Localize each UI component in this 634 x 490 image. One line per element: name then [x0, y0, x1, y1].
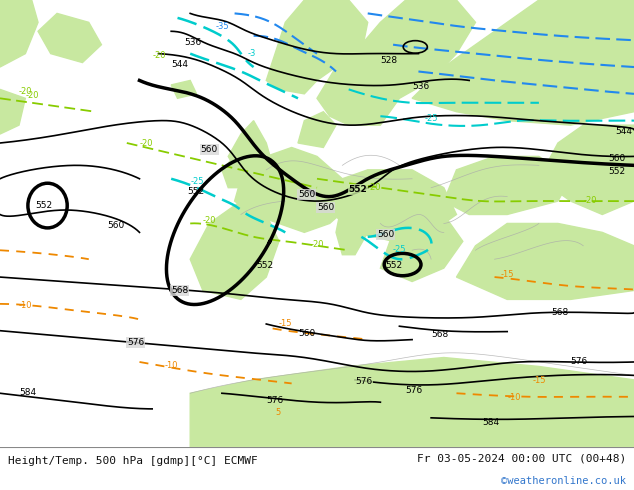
Text: -20: -20 [368, 183, 381, 192]
Text: 544: 544 [615, 127, 632, 136]
Text: -3: -3 [247, 49, 256, 58]
Polygon shape [38, 13, 101, 63]
Text: 576: 576 [127, 338, 144, 347]
Text: -25: -25 [190, 177, 204, 186]
Polygon shape [190, 358, 634, 447]
Text: 552: 552 [349, 185, 368, 194]
Text: 576: 576 [571, 357, 588, 366]
Text: 560: 560 [200, 145, 218, 154]
Text: 576: 576 [406, 386, 423, 395]
Polygon shape [0, 89, 25, 134]
Polygon shape [380, 215, 463, 282]
Text: 552: 552 [609, 167, 626, 176]
Text: 584: 584 [482, 417, 499, 426]
Text: 560: 560 [298, 329, 315, 338]
Text: -15: -15 [501, 270, 514, 279]
Text: -15: -15 [279, 319, 292, 328]
Polygon shape [228, 121, 273, 183]
Polygon shape [317, 0, 476, 125]
Polygon shape [235, 147, 355, 232]
Text: 528: 528 [380, 55, 398, 65]
Text: Height/Temp. 500 hPa [gdmp][°C] ECMWF: Height/Temp. 500 hPa [gdmp][°C] ECMWF [8, 456, 257, 466]
Polygon shape [317, 170, 456, 241]
Polygon shape [190, 201, 279, 299]
Text: 552: 552 [187, 187, 204, 196]
Text: 576: 576 [355, 377, 372, 386]
Text: -20: -20 [19, 87, 32, 96]
Text: 552: 552 [257, 261, 274, 270]
Text: 560: 560 [317, 203, 334, 212]
Text: -35: -35 [216, 22, 229, 31]
Text: 5: 5 [276, 408, 281, 416]
Polygon shape [444, 156, 571, 215]
Polygon shape [539, 125, 634, 215]
Text: -20: -20 [203, 217, 216, 225]
Text: 568: 568 [431, 329, 448, 339]
Polygon shape [171, 80, 197, 98]
Text: -25: -25 [393, 245, 406, 254]
Text: 560: 560 [298, 190, 315, 198]
Text: 560: 560 [377, 230, 394, 239]
Text: -20: -20 [311, 240, 324, 249]
Polygon shape [222, 156, 247, 188]
Text: -10: -10 [19, 301, 32, 310]
Text: 552: 552 [385, 261, 402, 270]
Text: -20: -20 [583, 196, 597, 205]
Text: -20: -20 [152, 51, 165, 60]
Text: ©weatheronline.co.uk: ©weatheronline.co.uk [501, 475, 626, 486]
Text: 576: 576 [266, 396, 283, 405]
Text: -10: -10 [165, 361, 178, 370]
Text: -20: -20 [139, 139, 153, 148]
Text: -25: -25 [425, 114, 438, 122]
Text: -20: -20 [25, 91, 39, 100]
Polygon shape [266, 0, 368, 94]
Polygon shape [456, 223, 634, 299]
Polygon shape [336, 188, 374, 255]
Polygon shape [298, 112, 336, 147]
Text: Fr 03-05-2024 00:00 UTC (00+48): Fr 03-05-2024 00:00 UTC (00+48) [417, 454, 626, 464]
Polygon shape [0, 0, 38, 67]
Text: 560: 560 [108, 221, 125, 230]
Text: 568: 568 [171, 286, 188, 294]
Text: 552: 552 [35, 201, 52, 210]
Text: -15: -15 [533, 376, 546, 386]
Text: 568: 568 [552, 308, 569, 317]
Polygon shape [412, 0, 634, 125]
Text: 536: 536 [184, 38, 201, 47]
Text: 584: 584 [19, 389, 36, 397]
Text: -10: -10 [507, 393, 521, 402]
Text: 560: 560 [609, 154, 626, 163]
Text: 544: 544 [171, 60, 188, 69]
Text: 536: 536 [412, 82, 429, 91]
